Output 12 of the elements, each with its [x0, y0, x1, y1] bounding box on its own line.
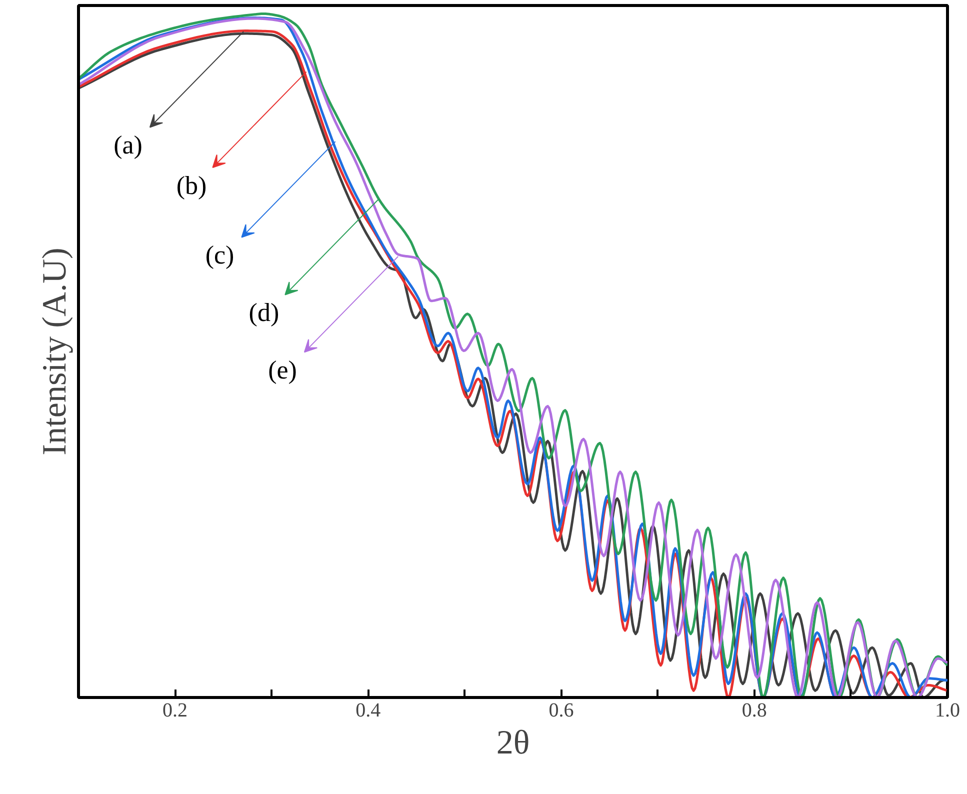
- x-tick-label: 0.2: [162, 700, 188, 722]
- x-tick-label: 0.8: [742, 700, 767, 722]
- annotation: (e): [268, 355, 297, 384]
- x-axis-title: 2θ: [496, 724, 530, 762]
- x-tick-label: 0.6: [548, 700, 574, 722]
- x-tick-label: 1.0: [935, 700, 960, 722]
- annotation: (c): [205, 240, 234, 270]
- annotation: (a): [114, 130, 142, 160]
- annotation: (d): [248, 298, 280, 328]
- annotation: (b): [176, 170, 207, 200]
- y-axis-title: Intensity (A.U): [36, 248, 74, 456]
- x-tick-label: 0.4: [356, 700, 381, 722]
